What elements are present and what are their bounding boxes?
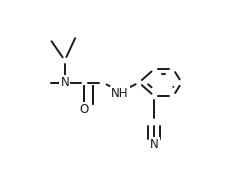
Text: O: O	[80, 103, 89, 116]
Text: N: N	[61, 76, 69, 89]
Text: NH: NH	[111, 87, 129, 100]
Text: N: N	[150, 138, 159, 151]
